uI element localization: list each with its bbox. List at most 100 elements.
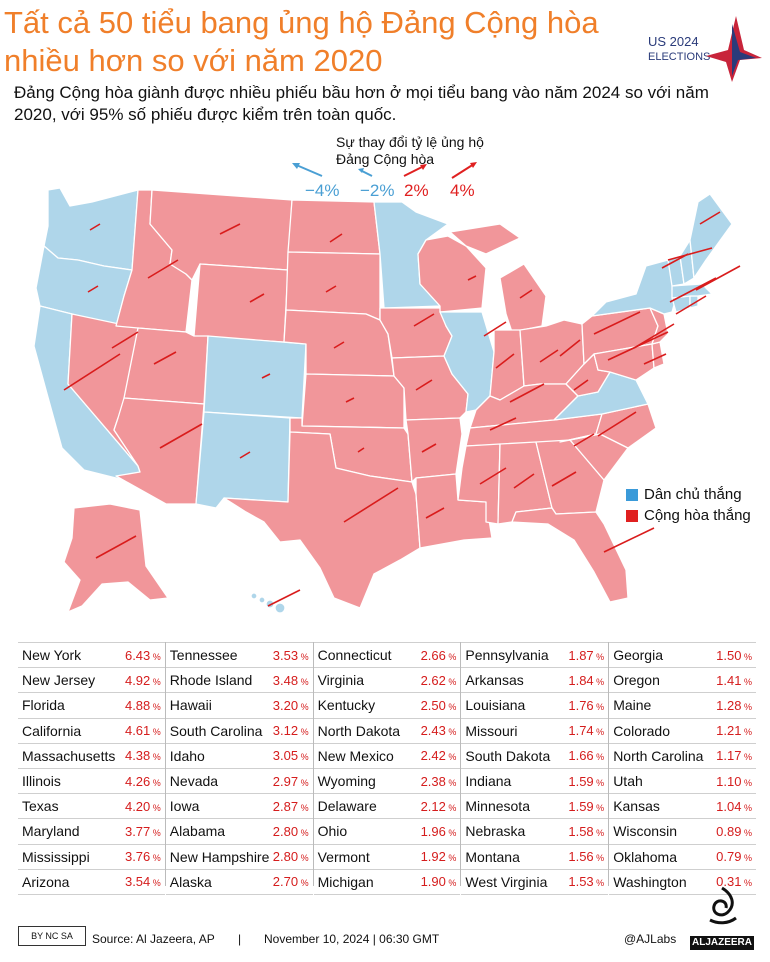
map-key: Sự thay đổi tỷ lệ ủng hộ Đảng Cộng hòa −… — [292, 134, 484, 200]
table-row: New Mexico 2.42 — [313, 744, 461, 769]
key-label-neg4: −4% — [305, 181, 340, 200]
table-row: South Dakota 1.66 — [461, 744, 609, 769]
change-value: 1.50 — [716, 648, 752, 663]
cc-license-icon: BY NC SA — [18, 926, 86, 946]
us-2024-elections-logo: US 2024 ELECTIONS — [648, 16, 762, 82]
change-value: 4.26 — [125, 774, 161, 789]
state-michigan-up — [449, 223, 521, 255]
aljazeera-logo: ALJAZEERA — [690, 884, 754, 950]
change-value: 3.20 — [273, 698, 309, 713]
state-name: New Mexico — [317, 747, 394, 764]
state-name: Kentucky — [317, 697, 376, 714]
table-row: Tennessee 3.53 — [165, 642, 313, 669]
change-value: 1.21 — [716, 723, 752, 738]
state-name: Iowa — [169, 798, 200, 815]
state-name: Maryland — [22, 823, 80, 840]
change-value: 2.70 — [273, 874, 309, 889]
change-value: 0.79 — [716, 849, 752, 864]
state-arizona — [113, 397, 205, 505]
change-arrows — [63, 211, 741, 607]
change-value: 1.92 — [421, 849, 457, 864]
change-value: 3.48 — [273, 673, 309, 688]
change-value: 4.38 — [125, 748, 161, 763]
state-name: Wyoming — [317, 773, 376, 790]
change-value: 0.89 — [716, 824, 752, 839]
state-texas — [223, 431, 421, 609]
state-name: North Carolina — [613, 747, 704, 764]
state-name: Montana — [465, 848, 520, 865]
state-name: Idaho — [169, 747, 205, 764]
legend-swatch-rep — [626, 509, 638, 522]
state-name: New Jersey — [22, 672, 96, 689]
state-florida — [511, 507, 629, 603]
state-louisiana — [415, 473, 493, 549]
state-name: Michigan — [317, 873, 374, 890]
table-row: Arkansas 1.84 — [461, 668, 609, 694]
state-name: Ohio — [317, 823, 348, 840]
state-name: Louisiana — [465, 697, 526, 714]
state-name: Tennessee — [169, 647, 238, 664]
state-name: Delaware — [317, 798, 377, 815]
state-name: Virginia — [317, 672, 365, 689]
state-name: Texas — [22, 798, 59, 815]
logo-line2: ELECTIONS — [648, 51, 710, 63]
table-row: Oregon 1.41 — [609, 668, 756, 694]
table-column: Pennsylvania 1.87 Arkansas 1.84 Louisiana 1.7… — [460, 642, 609, 895]
us-map: Sự thay đổi tỷ lệ ủng hộ Đảng Cộng hòa −… — [33, 134, 741, 614]
state-name: Indiana — [465, 773, 512, 790]
change-value: 2.50 — [421, 698, 457, 713]
state-north-dakota — [287, 199, 381, 255]
state-name: Vermont — [317, 848, 370, 865]
change-value: 1.59 — [568, 799, 604, 814]
state-name: Arkansas — [465, 672, 524, 689]
change-value: 3.54 — [125, 874, 161, 889]
aljazeera-calligraphy-icon — [709, 886, 737, 925]
table-row: Nevada 2.97 — [165, 769, 313, 795]
state-name: Alabama — [169, 823, 226, 840]
table-row: Wyoming 2.38 — [313, 769, 461, 795]
key-title-line2: Đảng Cộng hòa — [336, 151, 434, 167]
state-name: Missouri — [465, 722, 518, 739]
change-value: 3.53 — [273, 648, 309, 663]
state-name: Connecticut — [317, 647, 392, 664]
key-title-line1: Sự thay đổi tỷ lệ ủng hộ — [336, 134, 484, 150]
state-name: New York — [22, 647, 82, 664]
page-title: Tất cả 50 tiểu bang ủng hộ Đảng Cộng hòa… — [4, 5, 599, 78]
table-row: Colorado 1.21 — [609, 719, 756, 744]
table-row: South Carolina 3.12 — [165, 719, 313, 744]
state-name: North Dakota — [317, 722, 401, 739]
change-value: 1.96 — [421, 824, 457, 839]
change-value: 2.43 — [421, 723, 457, 738]
table-row: Montana 1.56 — [461, 845, 609, 870]
change-value: 4.92 — [125, 673, 161, 688]
table-row: Hawaii 3.20 — [165, 693, 313, 719]
state-new-mexico — [195, 411, 291, 509]
table-column: Georgia 1.50 Oregon 1.41 Maine 1.28 Colorado 1.… — [608, 642, 756, 895]
change-value: 1.53 — [568, 874, 604, 889]
state-name: Hawaii — [169, 697, 212, 714]
state-illinois — [439, 311, 495, 413]
ajlabs-handle: @AJLabs — [624, 932, 677, 946]
key-arrow-pos4 — [451, 163, 475, 179]
state-name: Florida — [22, 697, 65, 714]
state-name: Arizona — [22, 873, 70, 890]
cc-label: BY NC SA — [31, 931, 73, 941]
state-name: Oklahoma — [613, 848, 677, 865]
state-name: Minnesota — [465, 798, 530, 815]
change-value: 1.10 — [716, 774, 752, 789]
change-value: 2.38 — [421, 774, 457, 789]
change-value: 2.66 — [421, 648, 457, 663]
key-label-pos4: 4% — [450, 181, 475, 200]
table-row: New York 6.43 — [18, 642, 165, 669]
table-row: North Carolina 1.17 — [609, 744, 756, 769]
table-row: Nebraska 1.58 — [461, 819, 609, 845]
footer-separator: | — [238, 932, 242, 946]
table-row: Illinois 4.26 — [18, 769, 165, 795]
state-maine — [689, 193, 733, 279]
table-row: Massachusetts 4.38 — [18, 744, 165, 769]
change-value: 1.04 — [716, 799, 752, 814]
state-hawaii — [250, 592, 286, 614]
change-value: 0.31 — [716, 874, 752, 889]
change-value: 4.20 — [125, 799, 161, 814]
state-alaska — [63, 503, 169, 613]
